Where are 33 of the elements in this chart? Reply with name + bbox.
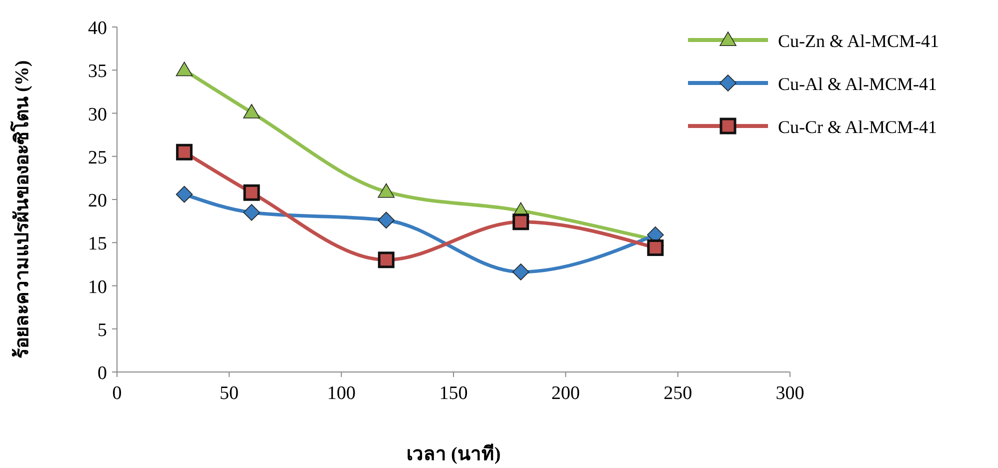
point bbox=[176, 144, 193, 160]
y-tick-label: 35 bbox=[88, 61, 107, 82]
y-tick-label: 10 bbox=[88, 276, 107, 298]
legend-label: Cu-Cr & Al-MCM-41 bbox=[778, 117, 938, 137]
legend-label: Cu-Zn & Al-MCM-41 bbox=[778, 31, 940, 51]
y-tick-label: 0 bbox=[98, 363, 107, 384]
point bbox=[512, 264, 530, 280]
y-tick-label: 20 bbox=[88, 190, 107, 212]
point bbox=[176, 62, 193, 76]
x-axis-title: เวลา (นาที) bbox=[406, 443, 501, 465]
x-tick-label: 100 bbox=[327, 383, 356, 404]
y-tick-label: 15 bbox=[88, 234, 107, 255]
y-tick-label: 40 bbox=[88, 18, 107, 39]
x-tick-label: 300 bbox=[776, 383, 804, 404]
x-tick-label: 250 bbox=[664, 383, 692, 404]
y-tick-label: 30 bbox=[88, 104, 107, 126]
point bbox=[243, 184, 260, 201]
point bbox=[378, 252, 394, 268]
x-tick-label: 50 bbox=[220, 383, 239, 404]
point bbox=[512, 214, 530, 230]
x-tick-label: 150 bbox=[439, 383, 468, 404]
point bbox=[243, 204, 260, 221]
point bbox=[243, 104, 260, 118]
point bbox=[378, 183, 395, 198]
legend-label: Cu-Al & Al-MCM-41 bbox=[778, 74, 938, 94]
x-tick-label: 0 bbox=[112, 383, 122, 404]
y-tick-label: 5 bbox=[98, 320, 107, 341]
point bbox=[647, 240, 664, 256]
point bbox=[176, 186, 193, 203]
point bbox=[378, 212, 395, 229]
y-tick-label: 25 bbox=[88, 147, 107, 168]
y-axis-title: ร้อยละความแปรผันของอะซิโตน (%) bbox=[10, 60, 33, 359]
x-tick-label: 200 bbox=[551, 383, 580, 404]
